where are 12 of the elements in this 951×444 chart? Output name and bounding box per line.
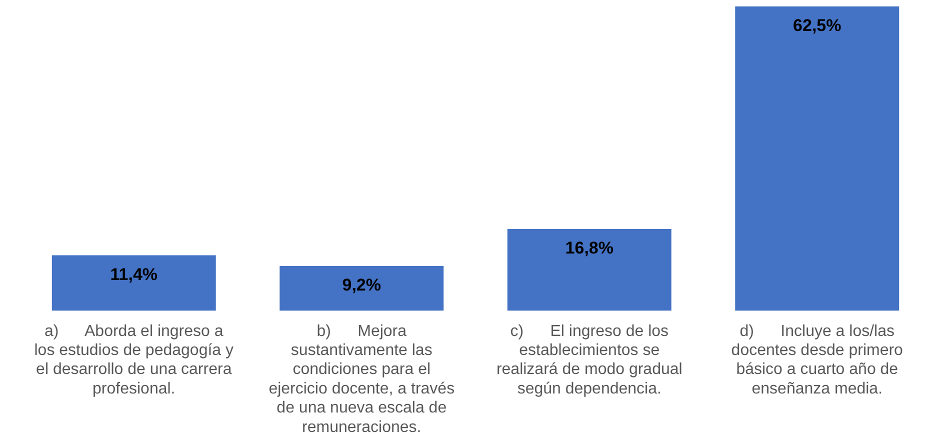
data-label: 16,8% bbox=[565, 238, 614, 258]
x-tick-label: c) El ingreso de los establecimientos se realizará de modo gradual según dependencia. bbox=[496, 322, 682, 398]
x-tick-label: b) Mejora sustantivamente las condiciones para el ejercicio docente, a través de una nueva escala de remuneraciones. bbox=[268, 322, 455, 436]
data-label: 11,4% bbox=[110, 264, 158, 284]
bar bbox=[280, 266, 444, 311]
bar bbox=[52, 255, 216, 311]
data-label: 62,5% bbox=[793, 16, 842, 36]
x-tick-label: d) Incluye a los/las docentes desde primero básico a cuarto año de enseñanza media. bbox=[731, 322, 904, 398]
bar bbox=[507, 228, 672, 311]
x-tick-label: a) Aborda el ingreso a los estudios de pedagogía y el desarrollo de una carrera profesional. bbox=[34, 322, 234, 398]
bar bbox=[735, 6, 900, 311]
data-label: 9,2% bbox=[342, 276, 381, 295]
